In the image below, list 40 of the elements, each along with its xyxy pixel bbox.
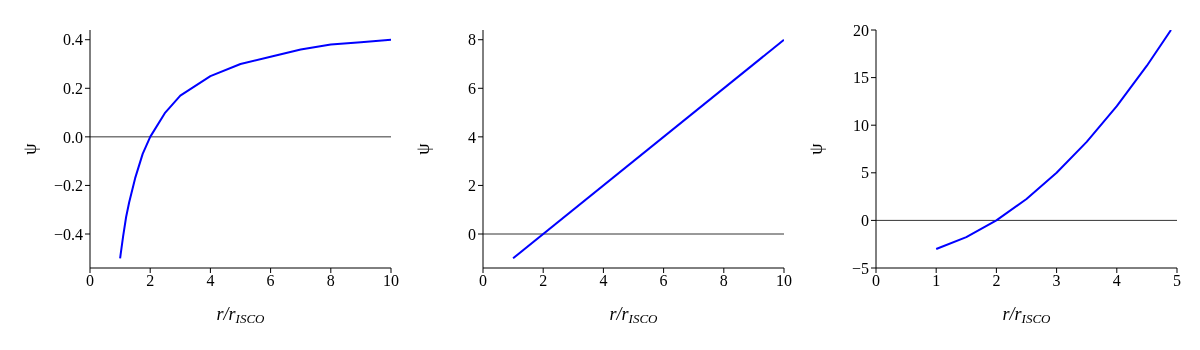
x-tick-label: 6	[266, 272, 275, 290]
x-axis-title: r/r$_{ISCO}$	[216, 304, 266, 327]
x-tick-label: 4	[1112, 272, 1121, 290]
x-tick-label: 2	[992, 272, 1001, 290]
y-tick-label: 20	[853, 21, 869, 39]
x-tick-label: 3	[1052, 272, 1061, 290]
y-tick-label: 6	[468, 79, 476, 97]
x-tick-label: 8	[326, 272, 335, 290]
x-tick-label: 2	[146, 272, 155, 290]
y-tick-label: 15	[853, 69, 869, 87]
x-tick-label: 0	[872, 272, 880, 290]
y-axis-title: ψ	[20, 142, 40, 155]
y-tick-label: 10	[853, 116, 869, 134]
y-tick-label: −0.2	[53, 177, 83, 195]
y-tick-label: −0.4	[53, 225, 83, 243]
x-tick-label: 1	[932, 272, 941, 290]
y-tick-label: 0.4	[63, 31, 83, 49]
x-tick-label: 4	[599, 272, 608, 290]
x-tick-label: 5	[1173, 272, 1181, 290]
x-tick-label: 10	[776, 272, 792, 290]
x-tick-label: 0	[479, 272, 487, 290]
y-tick-label: 0	[468, 225, 476, 243]
x-axis-title: r/r$_{ISCO}$	[1002, 304, 1052, 327]
y-tick-label: 8	[468, 31, 476, 49]
x-tick-label: 8	[719, 272, 728, 290]
x-tick-label: 0	[86, 272, 94, 290]
y-axis-title: ψ	[806, 142, 826, 155]
y-axis-title: ψ	[413, 142, 433, 155]
x-tick-label: 10	[383, 272, 399, 290]
y-tick-label: 4	[468, 128, 476, 146]
x-axis-title: r/r$_{ISCO}$	[609, 304, 659, 327]
y-tick-label: −5	[851, 259, 869, 277]
y-tick-label: 5	[861, 164, 869, 182]
y-tick-label: 0	[861, 212, 869, 230]
x-tick-label: 2	[539, 272, 548, 290]
y-tick-label: 0.0	[63, 128, 83, 146]
y-tick-label: 0.2	[63, 79, 83, 97]
x-tick-label: 4	[206, 272, 215, 290]
x-tick-label: 6	[659, 272, 668, 290]
y-tick-label: 2	[468, 177, 476, 195]
